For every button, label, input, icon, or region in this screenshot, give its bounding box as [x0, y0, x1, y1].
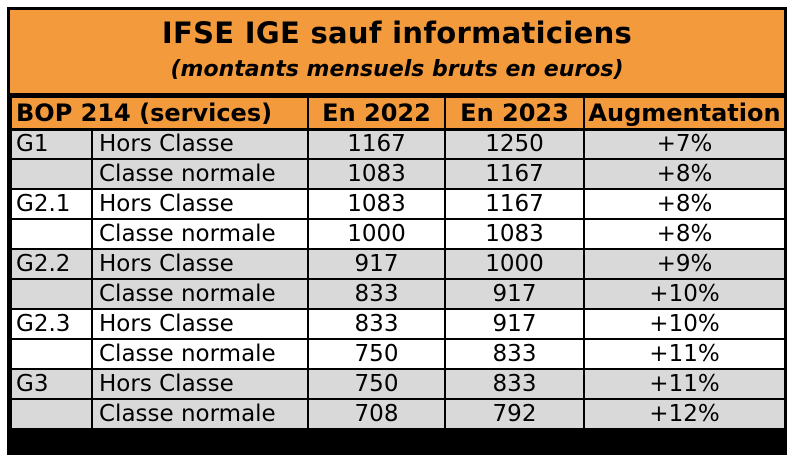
group-cell	[10, 218, 93, 250]
amount-2022-cell: 833	[307, 308, 446, 340]
group-cell	[10, 278, 93, 310]
table-row: Classe normale 833 917 +10%	[10, 278, 786, 310]
amount-2023-cell: 833	[444, 368, 585, 400]
amount-2023-cell: 833	[444, 338, 585, 370]
increase-cell: +9%	[583, 248, 786, 280]
group-cell: G3	[10, 368, 93, 400]
table-row: Classe normale 1083 1167 +8%	[10, 158, 786, 190]
table-row: G2.3 Hors Classe 833 917 +10%	[10, 308, 786, 340]
header-row: BOP 214 (services) En 2022 En 2023 Augme…	[10, 96, 786, 131]
amount-2022-cell: 1083	[307, 158, 446, 190]
amount-2023-cell: 917	[444, 308, 585, 340]
amounts-table: BOP 214 (services) En 2022 En 2023 Augme…	[10, 96, 786, 430]
table-row: G2.2 Hors Classe 917 1000 +9%	[10, 248, 786, 280]
amount-2022-cell: 1000	[307, 218, 446, 250]
increase-cell: +8%	[583, 188, 786, 220]
table-row: G2.1 Hors Classe 1083 1167 +8%	[10, 188, 786, 220]
class-cell: Hors Classe	[91, 188, 309, 220]
amount-2022-cell: 917	[307, 248, 446, 280]
group-cell	[10, 338, 93, 370]
class-cell: Classe normale	[91, 158, 309, 190]
group-cell	[10, 158, 93, 190]
table-title: IFSE IGE sauf informaticiens	[161, 16, 633, 50]
table-subtitle: (montants mensuels bruts en euros)	[170, 57, 624, 82]
amount-2022-cell: 833	[307, 278, 446, 310]
increase-cell: +7%	[583, 128, 786, 160]
increase-cell: +8%	[583, 218, 786, 250]
header-2022: En 2022	[307, 96, 446, 131]
class-cell: Classe normale	[91, 398, 309, 430]
increase-cell: +10%	[583, 308, 786, 340]
table-row: G3 Hors Classe 750 833 +11%	[10, 368, 786, 400]
title-block: IFSE IGE sauf informaticiens (montants m…	[10, 10, 784, 96]
class-cell: Hors Classe	[91, 368, 309, 400]
class-cell: Hors Classe	[91, 248, 309, 280]
class-cell: Hors Classe	[91, 308, 309, 340]
increase-cell: +11%	[583, 338, 786, 370]
header-2023: En 2023	[444, 96, 585, 131]
group-cell	[10, 398, 93, 430]
table-row: Classe normale 1000 1083 +8%	[10, 218, 786, 250]
increase-cell: +12%	[583, 398, 786, 430]
group-cell: G2.1	[10, 188, 93, 220]
amount-2022-cell: 1083	[307, 188, 446, 220]
increase-cell: +10%	[583, 278, 786, 310]
table-row: Classe normale 708 792 +12%	[10, 398, 786, 430]
amount-2022-cell: 750	[307, 368, 446, 400]
class-cell: Hors Classe	[91, 128, 309, 160]
table-row: G1 Hors Classe 1167 1250 +7%	[10, 128, 786, 160]
amount-2022-cell: 1167	[307, 128, 446, 160]
amount-2022-cell: 750	[307, 338, 446, 370]
increase-cell: +11%	[583, 368, 786, 400]
class-cell: Classe normale	[91, 218, 309, 250]
class-cell: Classe normale	[91, 278, 309, 310]
amount-2023-cell: 917	[444, 278, 585, 310]
ifse-table-frame: IFSE IGE sauf informaticiens (montants m…	[7, 7, 787, 455]
table-row: Classe normale 750 833 +11%	[10, 338, 786, 370]
amount-2023-cell: 1000	[444, 248, 585, 280]
header-augmentation: Augmentation	[583, 96, 786, 131]
amount-2023-cell: 1167	[444, 158, 585, 190]
amount-2023-cell: 1167	[444, 188, 585, 220]
group-cell: G1	[10, 128, 93, 160]
increase-cell: +8%	[583, 158, 786, 190]
header-services: BOP 214 (services)	[10, 96, 309, 131]
group-cell: G2.3	[10, 308, 93, 340]
class-cell: Classe normale	[91, 338, 309, 370]
amount-2022-cell: 708	[307, 398, 446, 430]
amount-2023-cell: 792	[444, 398, 585, 430]
amount-2023-cell: 1250	[444, 128, 585, 160]
amount-2023-cell: 1083	[444, 218, 585, 250]
group-cell: G2.2	[10, 248, 93, 280]
